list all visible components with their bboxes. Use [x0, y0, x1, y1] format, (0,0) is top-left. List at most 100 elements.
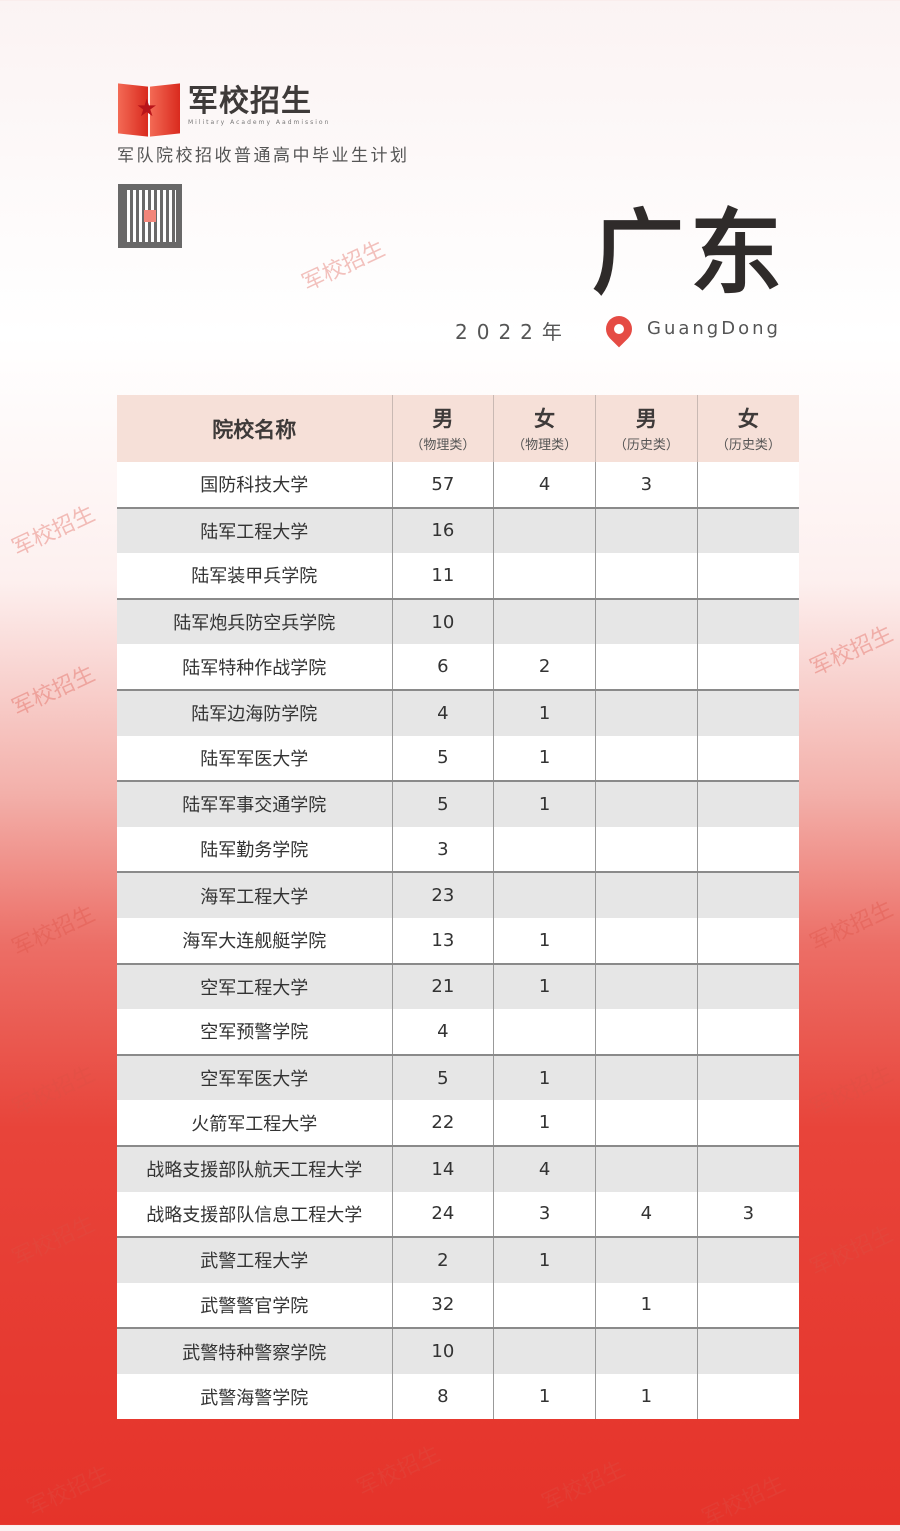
quota-cell: 8	[391, 1373, 494, 1420]
column-header: 女 （历史类）	[696, 395, 799, 462]
header-gender: 男	[635, 406, 657, 431]
quota-cell	[696, 644, 799, 690]
quota-cell	[493, 1327, 596, 1374]
watermark: 军校招生	[353, 1441, 444, 1502]
school-name-cell: 陆军军医大学	[117, 735, 392, 782]
quota-cell	[696, 688, 799, 736]
school-name-cell: 海军工程大学	[117, 871, 392, 918]
quota-cell: 1	[493, 962, 596, 1010]
school-name-cell: 火箭军工程大学	[117, 1100, 392, 1146]
quota-cell: 32	[391, 1282, 494, 1329]
quota-cell	[696, 506, 799, 554]
school-name-cell: 空军军医大学	[117, 1053, 392, 1101]
quota-cell	[696, 826, 799, 873]
column-header: 男 （历史类）	[595, 395, 698, 462]
quota-cell: 4	[391, 688, 494, 736]
school-name-cell: 武警特种警察学院	[117, 1327, 392, 1374]
header-track: （物理类）	[410, 438, 476, 453]
table-row: 战略支援部队航天工程大学 14 4	[117, 1144, 799, 1192]
quota-cell: 1	[493, 688, 596, 736]
quota-cell	[595, 1144, 698, 1192]
quota-cell: 2	[391, 1236, 494, 1283]
brand-english: Military Academy Aadmission	[188, 119, 331, 126]
quota-cell	[595, 688, 698, 736]
watermark: 军校招生	[8, 1211, 99, 1272]
quota-cell: 10	[391, 1327, 494, 1374]
page-subtitle: 军队院校招收普通高中毕业生计划	[117, 146, 410, 166]
quota-cell	[595, 1009, 698, 1055]
quota-cell: 2	[493, 644, 596, 690]
quota-cell	[696, 1053, 799, 1101]
quota-cell: 1	[493, 780, 596, 827]
table-row: 国防科技大学 57 4 3	[117, 462, 799, 508]
table-row: 武警警官学院 32 1	[117, 1282, 799, 1329]
header-track: （历史类）	[613, 438, 679, 453]
column-header: 院校名称	[117, 395, 392, 462]
table-row: 武警海警学院 8 1 1	[117, 1373, 799, 1420]
school-name-cell: 陆军炮兵防空兵学院	[117, 597, 392, 645]
location-pin-icon	[600, 310, 638, 348]
quota-cell	[696, 780, 799, 827]
watermark: 军校招生	[23, 1461, 114, 1522]
watermark: 军校招生	[8, 501, 99, 562]
quota-cell	[493, 1282, 596, 1329]
quota-cell	[595, 1327, 698, 1374]
quota-cell	[595, 506, 698, 554]
quota-cell	[595, 871, 698, 918]
quota-cell: 24	[391, 1191, 494, 1238]
table-row: 战略支援部队信息工程大学 24 3 4 3	[117, 1191, 799, 1238]
book-star-emblem-icon: ★	[118, 83, 180, 137]
school-name-cell: 战略支援部队航天工程大学	[117, 1144, 392, 1192]
header-track: （历史类）	[715, 438, 781, 453]
quota-cell: 3	[595, 462, 698, 508]
table-row: 陆军工程大学 16	[117, 506, 799, 554]
table-row: 陆军装甲兵学院 11	[117, 553, 799, 599]
table-row: 武警特种警察学院 10	[117, 1327, 799, 1374]
table-row: 武警工程大学 2 1	[117, 1236, 799, 1283]
watermark: 军校招生	[298, 236, 389, 297]
watermark: 军校招生	[806, 1061, 897, 1122]
qr-code	[118, 184, 182, 248]
school-name-cell: 国防科技大学	[117, 462, 392, 508]
year-label: 2022年	[455, 320, 571, 344]
watermark: 军校招生	[8, 1061, 99, 1122]
quota-cell: 1	[493, 1053, 596, 1101]
quota-cell: 4	[493, 1144, 596, 1192]
school-name-cell: 陆军特种作战学院	[117, 644, 392, 690]
quota-cell	[595, 917, 698, 964]
watermark: 军校招生	[806, 1221, 897, 1282]
quota-cell: 5	[391, 1053, 494, 1101]
quota-cell: 11	[391, 553, 494, 599]
school-name-cell: 陆军工程大学	[117, 506, 392, 554]
quota-cell	[696, 1009, 799, 1055]
table-row: 火箭军工程大学 22 1	[117, 1100, 799, 1146]
quota-cell: 5	[391, 735, 494, 782]
header-gender: 女	[737, 406, 759, 431]
quota-cell: 1	[595, 1373, 698, 1420]
table-row: 海军工程大学 23	[117, 871, 799, 918]
quota-cell	[493, 553, 596, 599]
school-name-cell: 海军大连舰艇学院	[117, 917, 392, 964]
quota-cell	[595, 1053, 698, 1101]
table-row: 陆军军医大学 5 1	[117, 735, 799, 782]
table-row: 陆军勤务学院 3	[117, 826, 799, 873]
quota-cell	[696, 553, 799, 599]
quota-cell: 1	[493, 1100, 596, 1146]
table-row: 空军预警学院 4	[117, 1009, 799, 1055]
quota-cell	[595, 735, 698, 782]
quota-cell: 5	[391, 780, 494, 827]
quota-cell	[696, 962, 799, 1010]
quota-cell: 16	[391, 506, 494, 554]
quota-cell	[595, 597, 698, 645]
school-name-cell: 武警海警学院	[117, 1373, 392, 1420]
quota-cell: 13	[391, 917, 494, 964]
header-gender: 男	[432, 406, 454, 431]
quota-cell: 6	[391, 644, 494, 690]
table-row: 海军大连舰艇学院 13 1	[117, 917, 799, 964]
quota-cell: 57	[391, 462, 494, 508]
quota-cell: 1	[493, 917, 596, 964]
quota-cell: 1	[595, 1282, 698, 1329]
school-name-cell: 武警工程大学	[117, 1236, 392, 1283]
brand-name: 军校招生	[188, 84, 312, 119]
quota-cell: 22	[391, 1100, 494, 1146]
